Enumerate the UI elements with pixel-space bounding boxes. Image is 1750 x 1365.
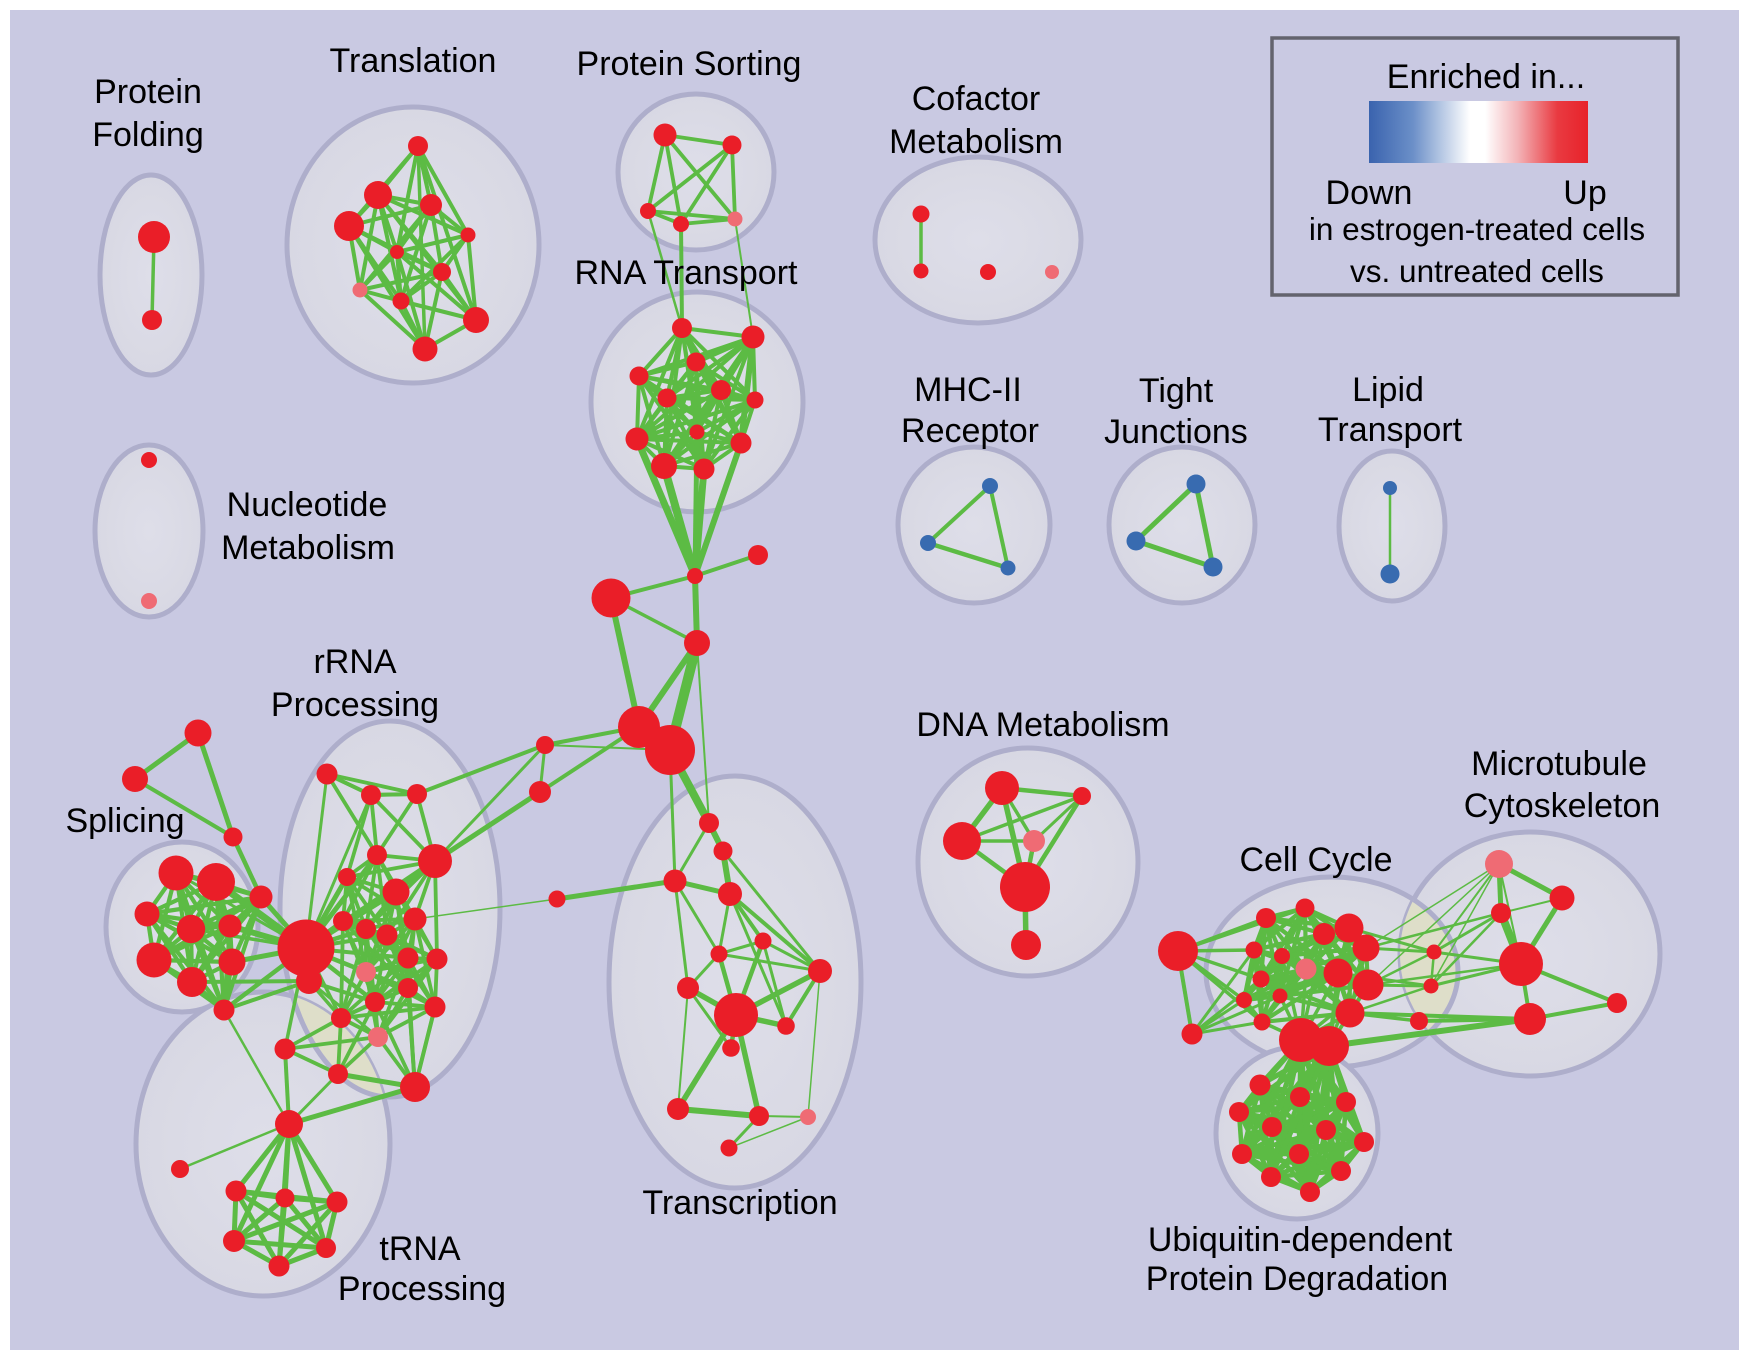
- svg-text:Cytoskeleton: Cytoskeleton: [1464, 787, 1661, 825]
- svg-text:Junctions: Junctions: [1104, 413, 1248, 451]
- svg-text:Microtubule: Microtubule: [1471, 745, 1647, 783]
- svg-text:Folding: Folding: [92, 116, 204, 154]
- svg-text:Protein: Protein: [94, 73, 202, 111]
- svg-text:rRNA: rRNA: [313, 643, 396, 681]
- svg-text:Protein Sorting: Protein Sorting: [577, 45, 802, 83]
- svg-text:Translation: Translation: [330, 42, 497, 80]
- svg-text:MHC-II: MHC-II: [914, 371, 1022, 409]
- svg-text:Lipid: Lipid: [1352, 371, 1424, 409]
- svg-text:Transcription: Transcription: [642, 1184, 837, 1222]
- svg-text:Transport: Transport: [1318, 411, 1463, 449]
- svg-text:Cell Cycle: Cell Cycle: [1239, 841, 1392, 879]
- svg-text:Ubiquitin-dependent: Ubiquitin-dependent: [1148, 1221, 1453, 1259]
- svg-text:Enriched in...: Enriched in...: [1387, 58, 1585, 96]
- svg-text:Processing: Processing: [271, 686, 439, 724]
- svg-text:RNA Transport: RNA Transport: [575, 254, 799, 292]
- svg-text:in estrogen-treated cells: in estrogen-treated cells: [1309, 211, 1645, 247]
- svg-text:Splicing: Splicing: [65, 802, 184, 840]
- svg-text:DNA Metabolism: DNA Metabolism: [916, 706, 1169, 744]
- svg-text:vs. untreated cells: vs. untreated cells: [1350, 253, 1604, 289]
- svg-text:Nucleotide: Nucleotide: [227, 486, 388, 524]
- svg-text:tRNA: tRNA: [379, 1230, 461, 1268]
- svg-text:Metabolism: Metabolism: [889, 123, 1063, 161]
- svg-text:Metabolism: Metabolism: [221, 529, 395, 567]
- svg-text:Processing: Processing: [338, 1270, 506, 1308]
- svg-text:Receptor: Receptor: [901, 412, 1039, 450]
- svg-text:Protein Degradation: Protein Degradation: [1146, 1260, 1448, 1298]
- svg-text:Up: Up: [1563, 174, 1606, 212]
- svg-text:Tight: Tight: [1139, 372, 1214, 410]
- svg-text:Down: Down: [1326, 174, 1413, 212]
- svg-text:Cofactor: Cofactor: [912, 80, 1041, 118]
